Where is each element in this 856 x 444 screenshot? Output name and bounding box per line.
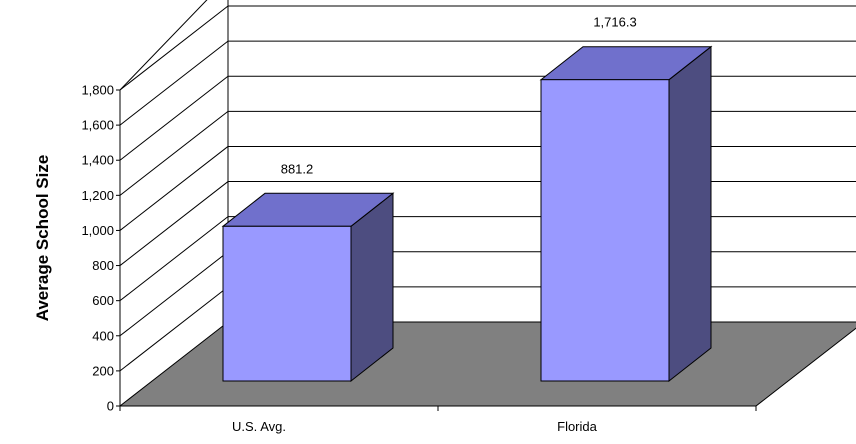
data-label: 1,716.3: [593, 15, 636, 30]
gridline-side: [119, 181, 229, 266]
y-tick-label: 800: [92, 258, 114, 273]
y-axis-ticks: 0 200 400 600 800 1,000 1,200 1,400 1,600 1,800: [81, 83, 120, 414]
y-tick-label: 200: [92, 363, 114, 378]
y-tick-label: 0: [107, 399, 114, 414]
y-tick-label: 1,200: [81, 188, 114, 203]
bar-side: [668, 45, 712, 383]
side-wall-top-edge: [119, 0, 208, 91]
y-tick-label: 600: [92, 293, 114, 308]
y-tick-label: 400: [92, 328, 114, 343]
axes: [119, 90, 757, 411]
gridline-side: [119, 5, 229, 91]
data-label: 881.2: [281, 161, 314, 176]
y-axis-title: Average School Size: [33, 155, 52, 322]
y-tick-label: 1,800: [81, 83, 114, 98]
y-tick-label: 1,600: [81, 118, 114, 133]
gridline-side: [119, 146, 229, 231]
bar: [540, 79, 670, 382]
gridline-side: [119, 75, 229, 161]
bar: [222, 225, 352, 382]
data-labels: 881.2 1,716.3: [281, 15, 637, 177]
category-label: U.S. Avg.: [232, 419, 286, 434]
bars: [221, 45, 713, 383]
gridline-side: [119, 216, 229, 302]
category-label: Florida: [557, 419, 598, 434]
y-tick-label: 1,000: [81, 223, 114, 238]
category-labels: U.S. Avg. Florida: [232, 419, 598, 434]
gridline-side: [119, 110, 229, 196]
gridline-side: [119, 40, 229, 126]
gridline-side: [119, 286, 229, 372]
gridline-side: [119, 251, 229, 337]
y-tick-label: 1,400: [81, 153, 114, 168]
